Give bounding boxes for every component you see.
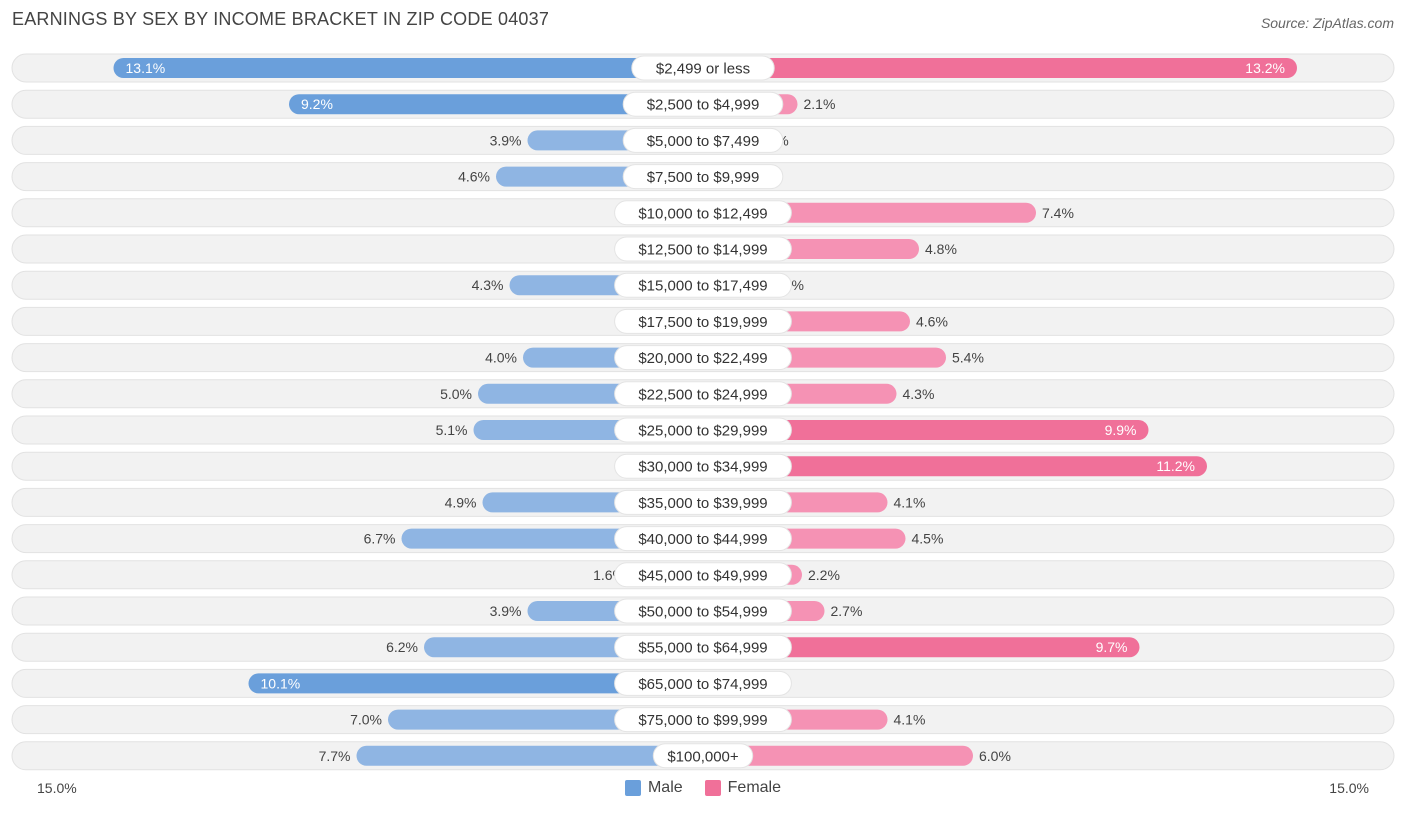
male-value-label: 3.9% bbox=[490, 603, 522, 619]
legend: Male Female bbox=[0, 779, 1406, 797]
category-pill bbox=[614, 670, 792, 696]
male-value-label: 4.9% bbox=[445, 494, 477, 510]
male-value-label: 7.0% bbox=[350, 712, 382, 728]
axis-left-label: 15.0% bbox=[37, 780, 77, 796]
female-value-label: 13.2% bbox=[1245, 60, 1285, 76]
legend-swatch-male bbox=[624, 780, 641, 796]
female-bar bbox=[703, 637, 1140, 658]
category-pill bbox=[622, 127, 784, 153]
legend-swatch-female bbox=[704, 780, 721, 796]
category-pill bbox=[622, 164, 784, 190]
female-value-label: 4.1% bbox=[894, 712, 926, 728]
male-value-label: 3.9% bbox=[490, 132, 522, 148]
male-bar bbox=[356, 745, 703, 766]
category-label: $10,000 to $12,499 bbox=[638, 205, 767, 222]
female-bar bbox=[703, 745, 973, 766]
category-label: $100,000+ bbox=[667, 748, 739, 765]
male-value-label: 13.1% bbox=[126, 60, 166, 76]
category-label: $45,000 to $49,999 bbox=[638, 567, 767, 584]
female-value-label: 11.2% bbox=[1156, 458, 1195, 474]
category-pill bbox=[614, 272, 792, 298]
female-value-label: 6.0% bbox=[979, 748, 1011, 764]
category-pill bbox=[614, 562, 792, 588]
female-bar bbox=[703, 420, 1149, 440]
category-pill bbox=[614, 345, 792, 371]
category-label: $20,000 to $22,499 bbox=[638, 350, 767, 367]
category-pill bbox=[614, 634, 792, 660]
male-value-label: 6.7% bbox=[364, 531, 396, 547]
category-label: $5,000 to $7,499 bbox=[647, 133, 760, 150]
female-value-label: 7.4% bbox=[1042, 205, 1074, 221]
category-label: $50,000 to $54,999 bbox=[638, 604, 767, 621]
male-bar bbox=[289, 94, 703, 115]
legend-item-male[interactable]: Male bbox=[624, 779, 683, 797]
female-value-label: 9.7% bbox=[1096, 639, 1128, 655]
category-label: $22,500 to $24,999 bbox=[638, 386, 767, 403]
female-value-label: 9.9% bbox=[1105, 422, 1137, 438]
female-value-label: 2.7% bbox=[831, 603, 863, 619]
category-pill bbox=[614, 417, 792, 443]
category-pill bbox=[614, 707, 792, 733]
legend-item-female[interactable]: Female bbox=[704, 779, 782, 797]
male-value-label: 5.0% bbox=[440, 386, 472, 402]
category-label: $30,000 to $34,999 bbox=[638, 459, 767, 476]
legend-label-female: Female bbox=[727, 779, 782, 796]
category-pill bbox=[614, 236, 792, 262]
female-value-label: 4.5% bbox=[912, 531, 944, 547]
female-value-label: 4.3% bbox=[903, 386, 935, 402]
male-value-label: 6.2% bbox=[386, 639, 418, 655]
male-value-label: 4.0% bbox=[485, 350, 517, 366]
category-label: $2,500 to $4,999 bbox=[647, 97, 760, 114]
category-pill bbox=[614, 453, 792, 479]
male-bar bbox=[248, 673, 703, 694]
female-value-label: 5.4% bbox=[952, 350, 984, 366]
category-pill bbox=[631, 55, 775, 81]
male-value-label: 4.6% bbox=[458, 169, 490, 185]
category-label: $17,500 to $19,999 bbox=[638, 314, 767, 331]
category-pill bbox=[652, 743, 754, 769]
category-pill bbox=[614, 381, 792, 407]
category-pill bbox=[614, 526, 792, 552]
axis-right-label: 15.0% bbox=[1329, 780, 1369, 796]
female-value-label: 2.2% bbox=[808, 567, 840, 583]
category-label: $35,000 to $39,999 bbox=[638, 495, 767, 512]
female-bar bbox=[703, 456, 1207, 477]
male-value-label: 10.1% bbox=[261, 675, 301, 691]
male-bar bbox=[113, 58, 703, 78]
male-value-label: 5.1% bbox=[436, 422, 468, 438]
female-bar bbox=[703, 58, 1297, 78]
male-value-label: 4.3% bbox=[472, 277, 504, 293]
category-label: $75,000 to $99,999 bbox=[638, 712, 767, 729]
category-label: $25,000 to $29,999 bbox=[638, 423, 767, 440]
category-label: $15,000 to $17,499 bbox=[638, 278, 767, 295]
female-value-label: 4.6% bbox=[916, 313, 948, 329]
category-pill bbox=[614, 308, 792, 334]
chart-title: EARNINGS BY SEX BY INCOME BRACKET IN ZIP… bbox=[12, 9, 550, 29]
category-label: $7,500 to $9,999 bbox=[647, 169, 760, 186]
male-value-label: 9.2% bbox=[301, 96, 333, 112]
female-value-label: 4.8% bbox=[925, 241, 957, 257]
category-pill bbox=[614, 598, 792, 624]
diverging-bar-chart: 13.1% 13.2% $2,499 or less 9.2% 2.1% $2,500 t… bbox=[11, 53, 1395, 771]
category-pill bbox=[614, 489, 792, 515]
category-label: $55,000 to $64,999 bbox=[638, 640, 767, 657]
source-label: Source: ZipAtlas.com bbox=[1260, 15, 1394, 31]
category-label: $12,500 to $14,999 bbox=[638, 242, 767, 259]
category-label: $40,000 to $44,999 bbox=[638, 531, 767, 548]
category-pill bbox=[622, 91, 784, 117]
category-label: $65,000 to $74,999 bbox=[638, 676, 767, 693]
male-value-label: 7.7% bbox=[319, 748, 351, 764]
category-label: $2,499 or less bbox=[656, 61, 750, 78]
female-value-label: 4.1% bbox=[894, 494, 926, 510]
category-pill bbox=[614, 200, 792, 226]
female-value-label: 2.1% bbox=[804, 96, 836, 112]
legend-label-male: Male bbox=[647, 779, 683, 796]
